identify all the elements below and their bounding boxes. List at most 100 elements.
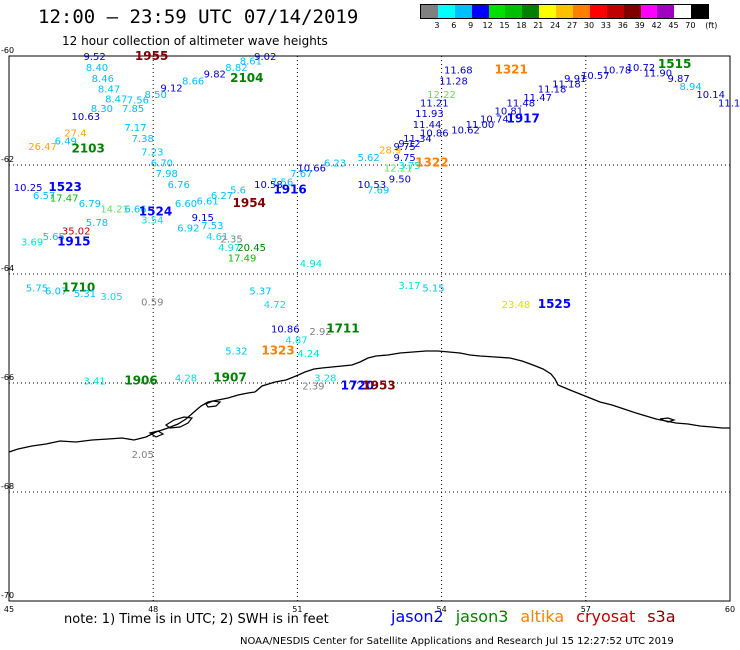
pass-time-label: 1323 xyxy=(261,343,294,357)
coastline-west xyxy=(8,391,256,453)
wave-height-value: 3.05 xyxy=(100,292,122,303)
wave-height-value: 6.49 xyxy=(55,136,77,147)
satellite-name: s3a xyxy=(647,607,676,626)
wave-height-value: 8.30 xyxy=(91,104,113,115)
wave-height-value: 8.47 xyxy=(98,85,120,96)
wave-height-value: 3.41 xyxy=(84,376,106,387)
axis-labels: 45 48 51 54 57 60 -60 -62 -64 -66 -68 -70 xyxy=(1,46,735,614)
wave-height-value: 10.74 xyxy=(480,115,509,126)
wave-height-value: 4.61 xyxy=(206,232,228,243)
wave-height-value: 12.22 xyxy=(427,90,456,101)
x-tick-label: 51 xyxy=(292,605,302,614)
satellite-name: jason3 xyxy=(455,607,509,626)
wave-height-value: 8.40 xyxy=(86,63,108,74)
wave-height-value: 17.49 xyxy=(228,254,257,265)
legend-tick-label: 30 xyxy=(583,21,595,30)
legend-tick-label: 39 xyxy=(634,21,645,30)
legend-tick-label: 9 xyxy=(468,21,474,30)
wave-height-value: 7.38 xyxy=(132,134,154,145)
legend-tick-label: 12 xyxy=(482,21,493,30)
legend-tick-label: 33 xyxy=(600,21,611,30)
wave-height-value: 8.50 xyxy=(145,90,167,101)
wave-height-value: 10.63 xyxy=(71,112,100,123)
wave-height-value: 6.23 xyxy=(324,158,346,169)
wave-height-value: 9.15 xyxy=(192,213,214,224)
legend-swatch xyxy=(421,5,438,18)
wave-height-value: 5.6 xyxy=(230,186,246,197)
wave-height-value: 7.67 xyxy=(290,169,312,180)
legend-swatch xyxy=(539,5,557,18)
wave-height-value: 5.37 xyxy=(249,286,271,297)
wave-height-value: 5.62 xyxy=(357,153,379,164)
wave-height-value: 10.14 xyxy=(696,90,725,101)
wave-height-value: 7.85 xyxy=(122,104,144,115)
wave-height-value: 9.12 xyxy=(398,139,420,150)
wave-height-value: 6.60 xyxy=(175,199,197,210)
wave-height-value: 6.61 xyxy=(196,196,218,207)
pass-time-label: 1322 xyxy=(415,155,448,169)
wave-height-value: 2.39 xyxy=(302,382,324,393)
y-tick-label: -70 xyxy=(1,591,14,600)
wave-height-value: 8.94 xyxy=(680,82,702,93)
pass-time-label: 1916 xyxy=(273,183,306,197)
wave-height-value: 10.53 xyxy=(357,180,386,191)
y-tick-label: -68 xyxy=(1,482,14,491)
x-tick-label: 48 xyxy=(148,605,158,614)
pass-time-label: 1515 xyxy=(658,57,691,71)
pass-time-label: 1915 xyxy=(57,234,90,248)
wave-height-value: 5.78 xyxy=(86,218,108,229)
wave-height-value: 5.15 xyxy=(422,284,444,295)
legend-tick-label: 27 xyxy=(567,21,578,30)
wave-height-value: 11.44 xyxy=(413,120,442,131)
wave-height-value: 7.53 xyxy=(201,221,223,232)
wave-height-value: 9.12 xyxy=(160,84,182,95)
wave-height-value: 3.54 xyxy=(141,216,163,227)
pass-time-label: 1525 xyxy=(538,297,571,311)
wave-height-value: 35.02 xyxy=(62,226,91,237)
graticule xyxy=(9,56,730,601)
wave-height-value: 10.72 xyxy=(627,63,656,74)
wave-height-value: 7.23 xyxy=(141,147,163,158)
pass-time-label: 1711 xyxy=(326,322,359,336)
legend-tick-label: 21 xyxy=(533,21,544,30)
legend-color-bar xyxy=(420,4,710,19)
wave-height-value: 10.62 xyxy=(451,126,480,137)
wave-height-value: 10.57 xyxy=(581,71,610,82)
wave-height-value: 8.61 xyxy=(240,56,262,67)
page-subtitle: 12 hour collection of altimeter wave hei… xyxy=(62,34,328,48)
wave-height-value: 7.17 xyxy=(124,123,146,134)
pass-time-label: 1523 xyxy=(48,180,81,194)
wave-height-value: 4.97 xyxy=(218,243,240,254)
legend-swatch xyxy=(454,5,472,18)
ice-fragment-4 xyxy=(659,417,676,423)
legend-tick-label: 6 xyxy=(451,21,457,30)
wave-height-value: 14.21 xyxy=(100,205,129,216)
legend-tick-label: 70 xyxy=(685,21,696,30)
wave-height-value: 8.82 xyxy=(225,63,247,74)
wave-height-value: 9.75 xyxy=(394,142,416,153)
wave-height-value: 11.93 xyxy=(415,109,444,120)
wave-height-value: 6.70 xyxy=(151,158,173,169)
pass-time-label: 1720 xyxy=(341,379,374,393)
wave-height-value: 17.47 xyxy=(50,194,79,205)
wave-height-value: 11.21 xyxy=(420,98,449,109)
pass-time-label: 1524 xyxy=(139,204,172,218)
ice-fragment-2 xyxy=(205,400,222,408)
wave-height-value: 8.47 xyxy=(105,95,127,106)
wave-height-value: 5.75 xyxy=(26,284,48,295)
legend-swatch xyxy=(471,5,489,18)
legend-tick-label: 42 xyxy=(651,21,662,30)
legend-swatch xyxy=(691,5,709,18)
wave-height-value: 11.68 xyxy=(444,66,473,77)
footer-credit: NOAA/NESDIS Center for Satellite Applica… xyxy=(240,636,674,647)
page-title: 12:00 — 23:59 UTC 07/14/2019 xyxy=(38,6,359,28)
wave-height-value: 10.81 xyxy=(494,107,523,118)
wave-height-value: 11.47 xyxy=(523,93,552,104)
legend-tick-label: 18 xyxy=(516,21,527,30)
wave-height-value: 10.78 xyxy=(603,66,632,77)
y-tick-label: -62 xyxy=(1,155,14,164)
x-tick-label: 57 xyxy=(581,605,591,614)
wave-height-value: 10.58 xyxy=(254,180,283,191)
wave-height-value: 7.56 xyxy=(127,96,149,107)
